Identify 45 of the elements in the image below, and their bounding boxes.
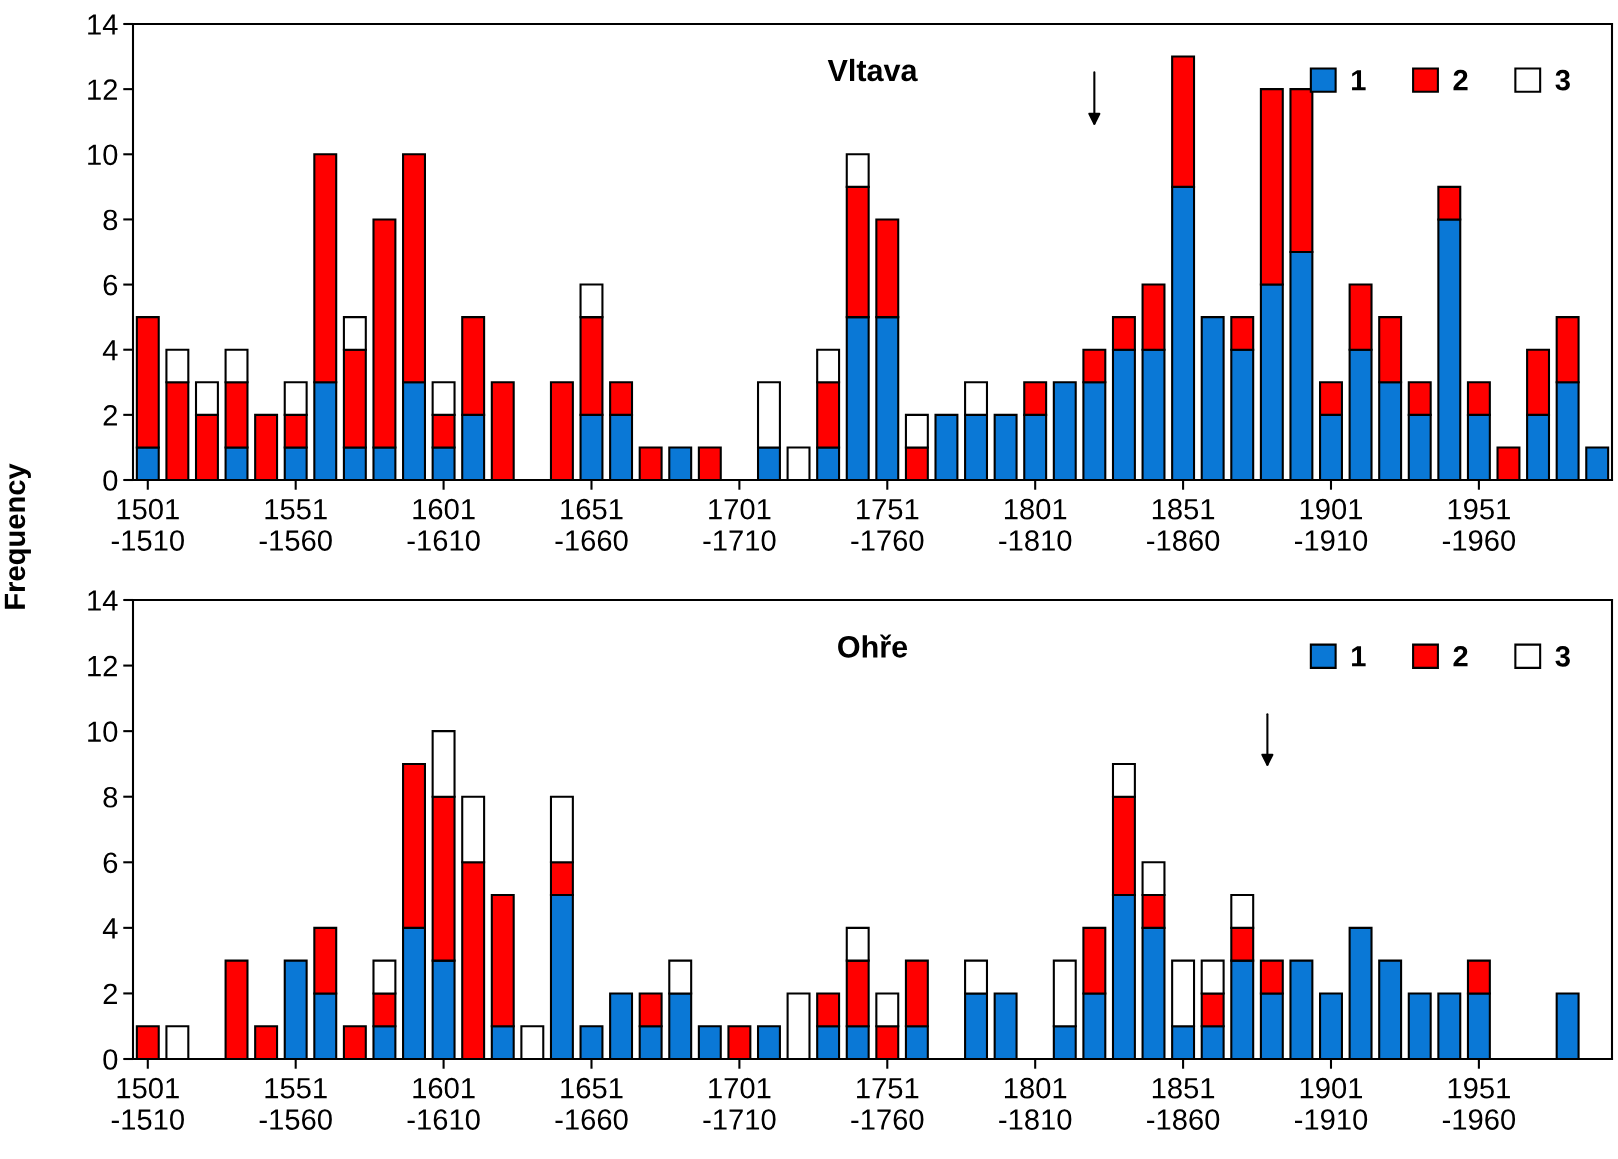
x-tick-label: 1951 -1960 — [1442, 498, 1516, 551]
legend-label: 1 — [1352, 646, 1366, 667]
x-tick-label: 1951 -1960 — [1442, 1077, 1516, 1130]
legend-label: 2 — [1453, 645, 1468, 667]
x-tick-label: 1901 -1910 — [1294, 1077, 1368, 1130]
x-tick-label: 1601 -1610 — [407, 498, 480, 551]
x-tick-label: 1751 -1760 — [851, 1078, 924, 1130]
x-tick-label: 1701 -1710 — [703, 498, 776, 551]
text: Ohře — [838, 634, 908, 658]
y-axis-title: Frequency — [4, 463, 31, 609]
y-tick-label: 14 — [88, 590, 118, 611]
x-tick-label: 1551 -1560 — [259, 499, 332, 551]
legend-label: 2 — [1453, 69, 1468, 91]
y-tick-label: 0 — [103, 470, 118, 491]
legend-label: 3 — [1555, 69, 1570, 91]
x-tick-label: 1851 -1860 — [1147, 498, 1220, 551]
x-tick-label: 1751 -1760 — [851, 499, 924, 551]
y-tick-label: 8 — [103, 786, 118, 808]
y-tick-label: 12 — [88, 79, 117, 100]
y-tick-label: 4 — [102, 918, 118, 939]
x-tick-label: 1801 -1810 — [999, 498, 1072, 551]
y-tick-label: 10 — [88, 721, 118, 742]
x-tick-label: 1501 -1510 — [111, 498, 184, 551]
text: Vltava — [827, 58, 918, 82]
x-tick-label: 1651 -1660 — [555, 498, 628, 551]
x-tick-label: 1601 -1610 — [407, 1077, 480, 1130]
x-tick-label: 1901 -1910 — [1294, 498, 1368, 551]
y-tick-label: 0 — [103, 1049, 118, 1070]
x-tick-label: 1551 -1560 — [259, 1078, 332, 1130]
x-tick-label: 1801 -1810 — [999, 1077, 1072, 1130]
x-tick-label: 1851 -1860 — [1147, 1077, 1220, 1130]
y-tick-label: 6 — [103, 274, 118, 296]
x-tick-label: 1701 -1710 — [703, 1077, 776, 1130]
legend-label: 1 — [1352, 70, 1366, 91]
x-tick-label: 1501 -1510 — [111, 1077, 184, 1130]
y-tick-label: 10 — [88, 144, 118, 166]
y-tick-label: 2 — [103, 405, 117, 426]
y-tick-label: 2 — [103, 983, 117, 1004]
y-tick-label: 12 — [88, 655, 117, 677]
y-tick-label: 8 — [103, 209, 118, 231]
y-tick-label: 14 — [88, 14, 118, 35]
y-tick-label: 4 — [102, 340, 118, 361]
x-tick-label: 1651 -1660 — [555, 1077, 628, 1130]
legend-label: 3 — [1555, 645, 1570, 667]
y-tick-label: 6 — [103, 852, 118, 874]
